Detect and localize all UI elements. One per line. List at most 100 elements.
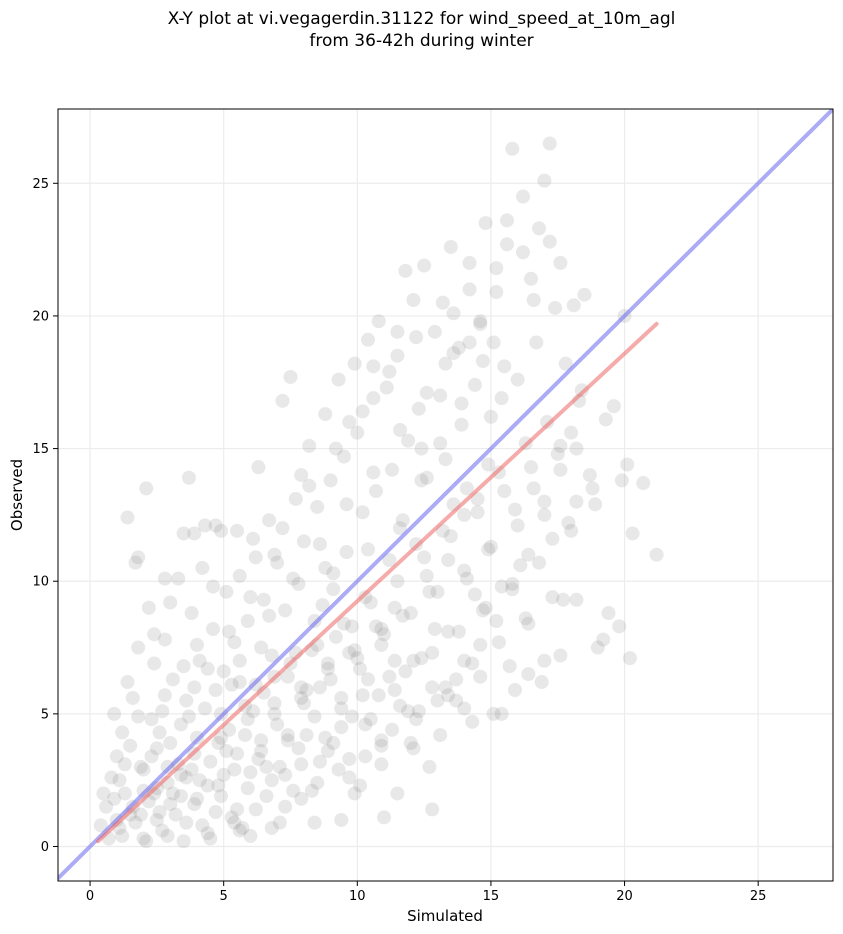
scatter-point bbox=[457, 701, 472, 716]
scatter-point bbox=[184, 606, 199, 621]
scatter-point bbox=[112, 773, 127, 788]
chart-title: X-Y plot at vi.vegagerdin.31122 for wind… bbox=[0, 8, 843, 52]
scatter-point bbox=[387, 600, 402, 615]
scatter-point bbox=[352, 778, 367, 793]
scatter-point bbox=[363, 712, 378, 727]
scatter-point bbox=[240, 781, 255, 796]
y-tick-label: 10 bbox=[32, 575, 49, 590]
scatter-point bbox=[417, 258, 432, 273]
scatter-point bbox=[259, 789, 274, 804]
scatter-point bbox=[371, 688, 386, 703]
scatter-point bbox=[521, 547, 536, 562]
scatter-point bbox=[438, 680, 453, 695]
scatter-point bbox=[176, 834, 191, 849]
scatter-point bbox=[414, 441, 429, 456]
scatter-point bbox=[564, 523, 579, 538]
scatter-point bbox=[267, 706, 282, 721]
scatter-point bbox=[441, 688, 456, 703]
scatter-point bbox=[467, 377, 482, 392]
scatter-point bbox=[187, 680, 202, 695]
scatter-point bbox=[553, 255, 568, 270]
scatter-point bbox=[459, 571, 474, 586]
scatter-point bbox=[342, 751, 357, 766]
scatter-point bbox=[387, 653, 402, 668]
scatter-point bbox=[507, 502, 522, 517]
scatter-point bbox=[499, 213, 514, 228]
scatter-point bbox=[280, 669, 295, 684]
scatter-point bbox=[366, 359, 381, 374]
x-tick-0: 0 bbox=[86, 881, 94, 904]
scatter-point bbox=[243, 590, 258, 605]
scatter-point bbox=[165, 672, 180, 687]
scatter-point bbox=[264, 820, 279, 835]
scatter-point bbox=[502, 659, 517, 674]
scatter-point bbox=[336, 616, 351, 631]
scatter-point bbox=[187, 526, 202, 541]
scatter-point bbox=[401, 704, 416, 719]
scatter-point bbox=[232, 823, 247, 838]
scatter-point bbox=[457, 653, 472, 668]
scatter-point bbox=[435, 295, 450, 310]
y-tick-label: 15 bbox=[32, 442, 49, 457]
scatter-point bbox=[588, 497, 603, 512]
scatter-point bbox=[211, 778, 226, 793]
scatter-point bbox=[219, 744, 234, 759]
scatter-point bbox=[232, 675, 247, 690]
scatter-point bbox=[278, 799, 293, 814]
scatter-point bbox=[192, 773, 207, 788]
scatter-point bbox=[144, 749, 159, 764]
scatter-point bbox=[93, 818, 108, 833]
scatter-point bbox=[347, 643, 362, 658]
scatter-point bbox=[569, 494, 584, 509]
scatter-point bbox=[312, 680, 327, 695]
y-tick-2: 10 bbox=[32, 575, 58, 590]
scatter-point bbox=[326, 582, 341, 597]
scatter-point bbox=[246, 531, 261, 546]
scatter-point bbox=[197, 701, 212, 716]
scatter-point bbox=[352, 661, 367, 676]
scatter-point bbox=[473, 314, 488, 329]
scatter-point bbox=[537, 173, 552, 188]
scatter-point bbox=[222, 624, 237, 639]
scatter-point bbox=[155, 823, 170, 838]
scatter-point bbox=[473, 637, 488, 652]
scatter-point bbox=[334, 690, 349, 705]
scatter-point bbox=[99, 799, 114, 814]
y-axis-ticks: 0 5 10 15 20 25 bbox=[32, 177, 58, 855]
scatter-point bbox=[291, 576, 306, 591]
scatter-point bbox=[350, 425, 365, 440]
scatter-point bbox=[211, 736, 226, 751]
scatter-point bbox=[534, 675, 549, 690]
scatter-point bbox=[532, 555, 547, 570]
scatter-point bbox=[366, 391, 381, 406]
scatter-point bbox=[558, 356, 573, 371]
scatter-point bbox=[649, 547, 664, 562]
scatter-point bbox=[516, 245, 530, 260]
y-tick-label: 0 bbox=[41, 840, 49, 855]
scatter-point bbox=[189, 637, 204, 652]
scatter-point bbox=[499, 237, 514, 252]
scatter-point bbox=[481, 457, 496, 472]
scatter-point bbox=[163, 797, 178, 812]
scatter-point bbox=[478, 600, 493, 615]
scatter-point bbox=[219, 584, 234, 599]
scatter-point bbox=[275, 521, 290, 536]
scatter-point bbox=[176, 659, 191, 674]
scatter-point bbox=[433, 436, 448, 451]
scatter-point bbox=[377, 627, 392, 642]
y-tick-1: 5 bbox=[41, 707, 58, 722]
x-tick-label: 25 bbox=[750, 889, 767, 904]
scatter-point bbox=[120, 675, 135, 690]
scatter-point bbox=[294, 757, 309, 772]
scatter-point bbox=[462, 255, 477, 270]
plot-frame bbox=[57, 108, 834, 882]
x-tick-label: 15 bbox=[483, 889, 500, 904]
scatter-point bbox=[131, 709, 146, 724]
scatter-point bbox=[422, 759, 437, 774]
scatter-point bbox=[117, 786, 132, 801]
scatter-point bbox=[299, 728, 314, 743]
scatter-point bbox=[179, 693, 194, 708]
scatter-point bbox=[339, 497, 354, 512]
scatter-point bbox=[438, 452, 453, 467]
scatter-point bbox=[296, 534, 311, 549]
